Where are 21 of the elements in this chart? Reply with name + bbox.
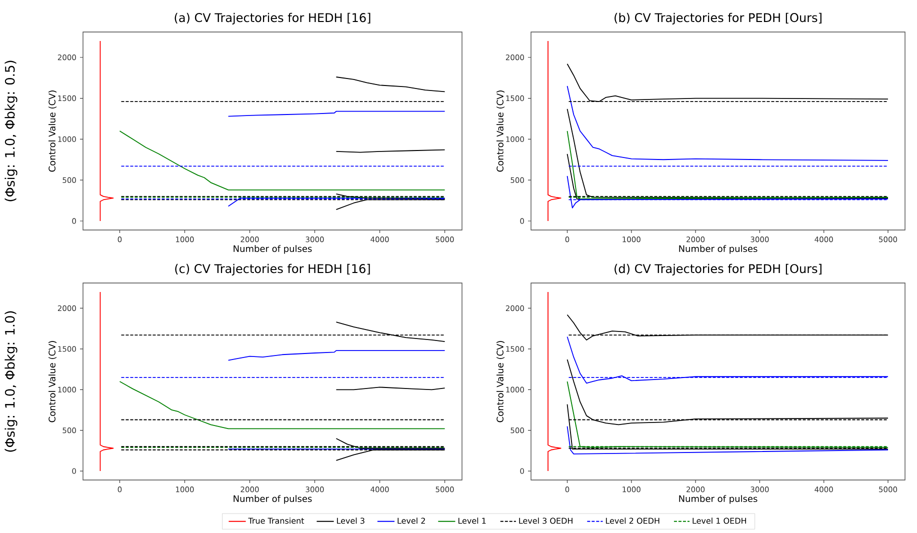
y-axis-title: Control Value (CV) — [496, 341, 505, 422]
text: (Φsig: 1.0, Φbkg: 1.0) — [4, 311, 18, 452]
y-axis-title: Control Value (CV) — [48, 341, 57, 422]
legend-label: Level 2 — [398, 518, 425, 524]
text: (Φsig: 1.0, Φbkg: 0.5) — [4, 60, 18, 202]
legend-label: Level 2 OEDH — [606, 518, 660, 524]
legend-label: Level 3 OEDH — [519, 518, 572, 524]
legend-label: True Transient — [248, 518, 304, 524]
x-axis-title: Number of pulses — [234, 245, 312, 254]
chart-title: (d) CV Trajectories for PEDH [Ours] — [614, 264, 822, 276]
chart-title: (a) CV Trajectories for HEDH [16] — [174, 12, 370, 24]
legend-label: Level 1 OEDH — [692, 518, 746, 524]
y-axis-title: Control Value (CV) — [48, 90, 57, 172]
chart-title: (c) CV Trajectories for HEDH [16] — [175, 264, 370, 276]
chart-title: (b) CV Trajectories for PEDH [Ours] — [614, 12, 822, 24]
legend-label: Level 3 — [337, 518, 364, 524]
y-axis-title: Control Value (CV) — [496, 90, 505, 172]
x-axis-title: Number of pulses — [679, 495, 758, 504]
legend-label: Level 1 — [458, 518, 486, 524]
x-axis-title: Number of pulses — [679, 245, 758, 254]
x-axis-title: Number of pulses — [234, 495, 312, 504]
